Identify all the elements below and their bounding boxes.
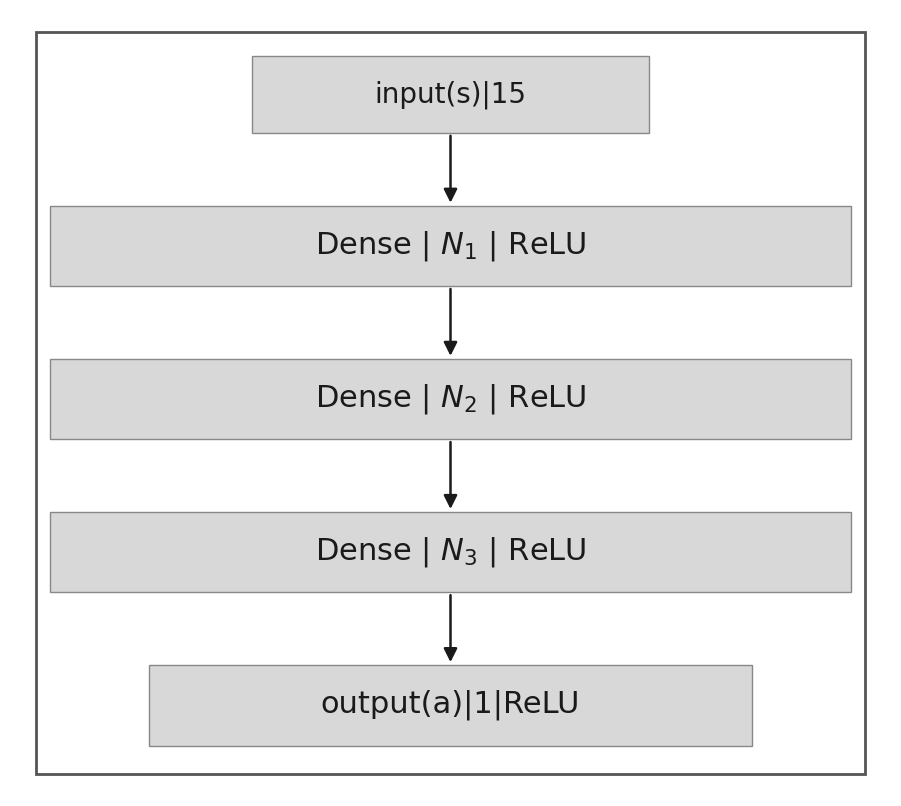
Bar <box>149 665 752 746</box>
Text: Dense | $N_2$ | ReLU: Dense | $N_2$ | ReLU <box>314 382 587 416</box>
Text: Dense | $N_3$ | ReLU: Dense | $N_3$ | ReLU <box>314 535 587 569</box>
Text: input(s)|15: input(s)|15 <box>375 81 526 109</box>
Bar <box>50 512 851 592</box>
Bar <box>50 359 851 439</box>
Bar <box>252 56 649 133</box>
Text: output(a)|1|ReLU: output(a)|1|ReLU <box>321 690 580 721</box>
Bar <box>50 206 851 286</box>
Text: Dense | $N_1$ | ReLU: Dense | $N_1$ | ReLU <box>314 229 587 263</box>
